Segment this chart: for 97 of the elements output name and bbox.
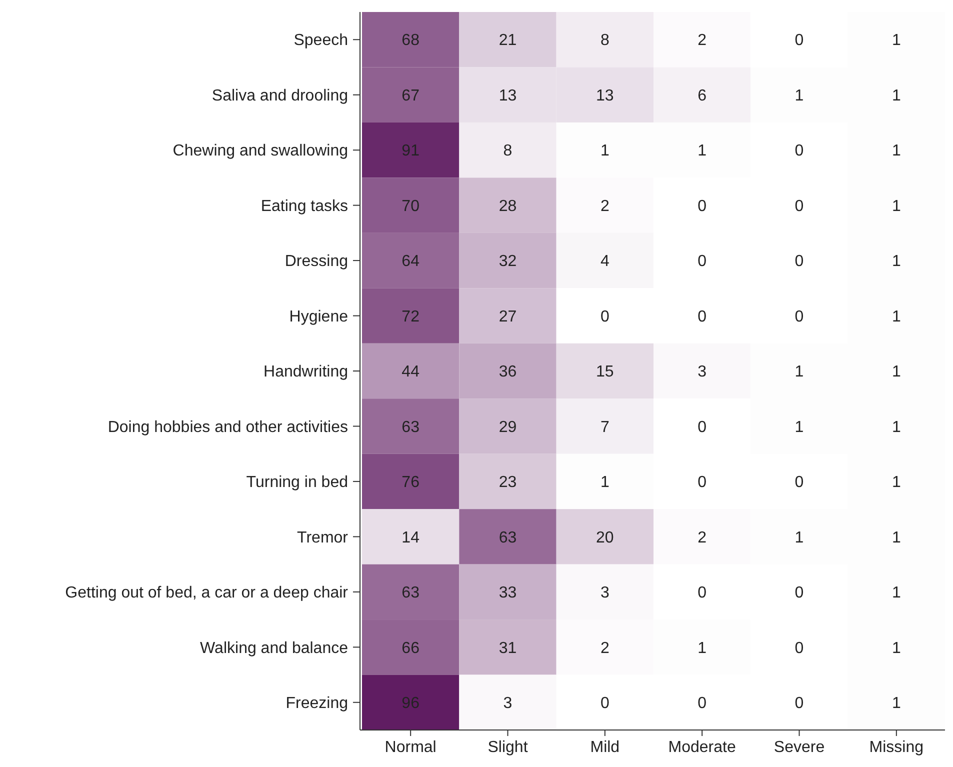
data-label: 64 [402, 253, 420, 270]
data-label: 1 [892, 32, 901, 50]
data-label: 13 [596, 87, 614, 104]
data-label: 63 [402, 584, 420, 602]
data-label: 21 [498, 32, 517, 50]
y-tick-label: Walking and balance [200, 640, 348, 657]
data-label: 0 [698, 694, 707, 712]
data-label: 1 [892, 364, 901, 381]
data-label: 31 [498, 640, 517, 657]
data-label: 1 [892, 584, 901, 602]
data-label: 1 [892, 87, 901, 104]
data-label: 0 [698, 474, 707, 492]
data-label: 2 [698, 32, 707, 50]
data-label: 70 [402, 198, 420, 215]
data-label: 0 [794, 198, 804, 215]
data-label: 2 [600, 198, 610, 215]
data-label: 7 [600, 418, 610, 436]
data-label: 1 [600, 474, 610, 492]
data-label: 0 [698, 584, 707, 602]
data-label: 2 [698, 529, 707, 546]
data-label: 27 [498, 308, 517, 326]
data-label: 76 [402, 474, 420, 492]
data-label: 13 [498, 87, 517, 104]
data-label: 72 [402, 308, 420, 326]
data-label: 20 [596, 529, 614, 546]
data-label: 63 [498, 529, 517, 546]
data-label: 3 [600, 584, 610, 602]
x-tick-label: Slight [488, 739, 528, 756]
data-label: 0 [698, 308, 707, 326]
data-label: 0 [794, 308, 804, 326]
data-label: 1 [794, 529, 804, 546]
data-label: 44 [402, 364, 420, 381]
data-label: 14 [402, 529, 420, 546]
data-label: 8 [600, 32, 610, 50]
x-tick-label: Severe [774, 739, 825, 756]
data-label: 0 [698, 418, 707, 436]
data-label: 6 [698, 87, 707, 104]
data-label: 0 [698, 198, 707, 215]
data-label: 23 [498, 474, 517, 492]
data-label: 32 [498, 253, 517, 270]
data-label: 63 [402, 418, 420, 436]
data-label: 0 [794, 474, 804, 492]
data-label: 1 [794, 87, 804, 104]
data-label: 1 [892, 640, 901, 657]
y-tick-label: Dressing [284, 253, 348, 270]
data-label: 1 [794, 418, 804, 436]
x-tick-label: Normal [384, 739, 436, 756]
data-label: 15 [596, 364, 614, 381]
data-label: 1 [892, 198, 901, 215]
data-label: 66 [402, 640, 420, 657]
y-tick-label: Tremor [297, 529, 349, 546]
data-label: 0 [794, 694, 804, 712]
y-tick-label: Hygiene [289, 308, 348, 326]
data-label: 0 [600, 308, 610, 326]
data-label: 91 [402, 142, 420, 160]
data-label: 0 [794, 142, 804, 160]
data-label: 1 [892, 529, 901, 546]
data-label: 1 [892, 142, 901, 160]
x-tick-label: Moderate [668, 739, 736, 756]
y-tick-label: Handwriting [264, 364, 348, 381]
y-tick-label: Getting out of bed, a car or a deep chair [65, 584, 349, 602]
data-label: 1 [892, 253, 901, 270]
data-label: 1 [892, 694, 901, 712]
data-label: 0 [698, 253, 707, 270]
data-label: 0 [794, 640, 804, 657]
y-tick-label: Doing hobbies and other activities [108, 418, 348, 436]
y-tick-label: Turning in bed [246, 474, 348, 492]
x-tick-label: Mild [590, 739, 620, 756]
data-label: 0 [600, 694, 610, 712]
data-label: 3 [503, 694, 512, 712]
data-label: 1 [600, 142, 610, 160]
y-tick-label: Chewing and swallowing [172, 142, 348, 160]
data-label: 2 [600, 640, 610, 657]
data-label: 68 [402, 32, 420, 50]
data-label: 8 [503, 142, 512, 160]
y-tick-label: Saliva and drooling [212, 87, 348, 104]
data-label: 3 [698, 364, 707, 381]
data-label: 0 [794, 32, 804, 50]
data-label: 36 [498, 364, 517, 381]
data-label: 1 [698, 640, 707, 657]
data-label: 1 [698, 142, 707, 160]
data-label: 0 [794, 584, 804, 602]
data-label: 29 [498, 418, 517, 436]
data-label: 1 [892, 308, 901, 326]
y-tick-label: Eating tasks [260, 198, 348, 215]
data-label: 33 [498, 584, 517, 602]
data-label: 1 [892, 418, 901, 436]
data-label: 28 [498, 198, 517, 215]
data-label: 0 [794, 253, 804, 270]
x-tick-label: Missing [869, 739, 924, 756]
y-tick-label: Speech [294, 32, 348, 50]
data-label: 1 [892, 474, 901, 492]
data-label: 96 [402, 694, 420, 712]
data-label: 67 [402, 87, 420, 104]
y-tick-label: Freezing [286, 694, 348, 712]
data-label: 1 [794, 364, 804, 381]
data-label: 4 [600, 253, 610, 270]
